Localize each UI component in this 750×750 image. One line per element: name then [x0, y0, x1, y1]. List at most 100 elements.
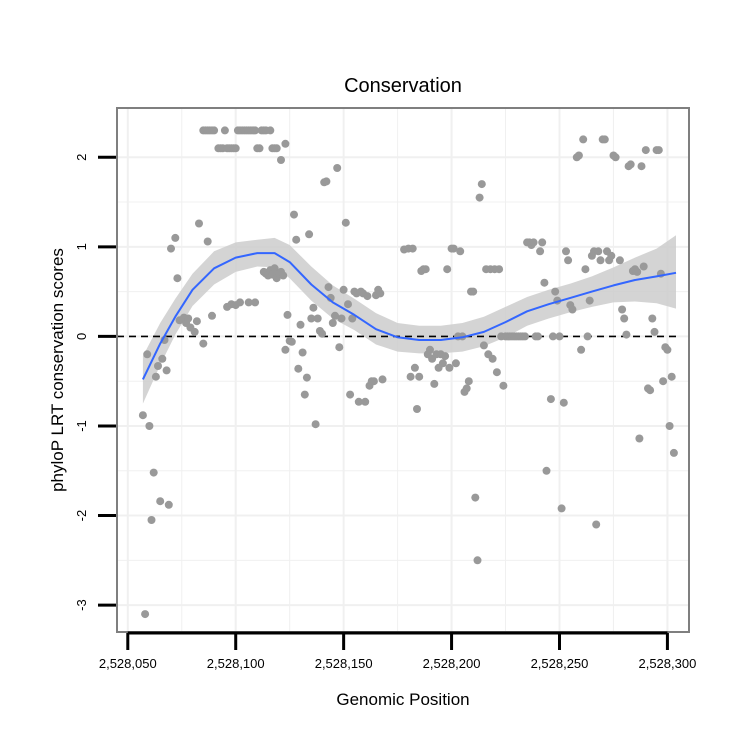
data-point-5 — [149, 468, 158, 477]
data-point-129 — [413, 405, 421, 413]
data-point-188 — [540, 278, 549, 287]
data-point-190 — [546, 395, 555, 404]
data-point-130 — [415, 372, 424, 381]
y-axis-label: phyloP LRT conservation scores — [48, 248, 67, 492]
data-point-91 — [309, 303, 318, 312]
data-point-160 — [479, 341, 488, 350]
data-point-123 — [378, 375, 387, 384]
data-point-1 — [141, 610, 150, 619]
data-point-12 — [164, 500, 173, 509]
data-point-146 — [449, 244, 458, 253]
data-point-52 — [255, 144, 264, 153]
data-point-106 — [341, 218, 350, 227]
data-point-141 — [438, 359, 447, 368]
data-point-236 — [650, 327, 659, 336]
data-point-137 — [430, 379, 439, 388]
data-point-67 — [251, 298, 260, 307]
y-tick-label-2: 0 — [74, 333, 89, 340]
data-point-19 — [184, 314, 193, 323]
data-point-164 — [488, 354, 497, 363]
x-tick-label-2: 2,528,150 — [315, 656, 373, 671]
data-point-244 — [667, 372, 676, 381]
data-point-230 — [637, 162, 646, 171]
data-point-116 — [363, 292, 372, 301]
data-point-194 — [555, 332, 564, 341]
data-point-22 — [192, 317, 201, 326]
data-point-153 — [464, 377, 473, 386]
data-point-9 — [158, 354, 167, 363]
data-point-14 — [171, 233, 180, 242]
data-point-157 — [473, 556, 482, 565]
data-point-119 — [369, 377, 378, 386]
data-point-36 — [220, 126, 229, 135]
data-point-167 — [495, 265, 504, 274]
data-point-169 — [499, 381, 508, 390]
data-point-143 — [443, 265, 452, 274]
data-point-88 — [302, 373, 311, 382]
data-point-229 — [635, 434, 644, 443]
data-point-242 — [663, 345, 672, 354]
data-point-85 — [296, 320, 305, 329]
data-point-204 — [579, 135, 588, 144]
data-point-234 — [646, 386, 655, 395]
data-point-108 — [346, 390, 355, 399]
data-point-24 — [199, 339, 208, 348]
data-point-25 — [203, 237, 212, 246]
data-point-73 — [270, 264, 279, 273]
data-point-205 — [581, 265, 590, 274]
data-point-8 — [156, 497, 165, 506]
data-point-105 — [339, 285, 348, 294]
data-point-2 — [143, 350, 152, 359]
data-point-60 — [277, 156, 285, 164]
data-point-103 — [335, 343, 344, 352]
data-point-235 — [648, 314, 657, 323]
data-point-200 — [568, 305, 577, 314]
data-point-97 — [322, 177, 331, 186]
data-point-84 — [294, 364, 303, 373]
data-point-240 — [659, 377, 668, 386]
data-point-147 — [451, 359, 460, 368]
data-point-23 — [195, 219, 203, 228]
plot-background — [117, 108, 689, 632]
y-tick-label-4: -2 — [74, 510, 89, 522]
chart-title: Conservation — [344, 75, 462, 97]
data-point-95 — [318, 329, 327, 338]
data-point-107 — [344, 300, 352, 309]
data-point-26 — [208, 311, 216, 320]
data-point-61 — [281, 139, 290, 148]
data-point-197 — [562, 247, 570, 256]
data-point-195 — [557, 504, 566, 513]
data-point-142 — [441, 352, 450, 361]
data-point-21 — [190, 327, 199, 336]
data-point-0 — [138, 411, 147, 420]
data-points — [138, 126, 678, 619]
data-point-101 — [331, 311, 339, 320]
data-point-77 — [279, 271, 288, 280]
x-axis-label: Genomic Position — [336, 690, 469, 709]
data-point-32 — [210, 126, 219, 135]
data-point-133 — [421, 265, 430, 274]
data-point-189 — [542, 466, 551, 475]
data-point-186 — [536, 247, 545, 256]
data-point-83 — [292, 235, 301, 244]
data-point-156 — [471, 493, 480, 502]
data-point-4 — [147, 516, 156, 524]
data-point-159 — [477, 180, 486, 189]
data-point-86 — [298, 348, 307, 357]
data-point-191 — [549, 332, 557, 341]
data-point-56 — [266, 126, 275, 135]
data-point-65 — [236, 298, 244, 307]
data-point-126 — [406, 372, 415, 381]
data-point-207 — [585, 296, 594, 305]
data-point-214 — [600, 135, 609, 144]
data-point-183 — [529, 238, 538, 247]
y-axis: 2 1 0 -1 -2 -3 — [74, 154, 116, 611]
data-point-220 — [615, 256, 624, 265]
data-point-128 — [410, 363, 419, 372]
x-axis: 2,528,050 2,528,100 2,528,150 2,528,200 2,52… — [99, 631, 696, 671]
data-point-115 — [361, 397, 370, 406]
data-point-66 — [244, 298, 253, 307]
x-tick-label-3: 2,528,200 — [423, 656, 481, 671]
data-point-198 — [564, 256, 573, 265]
data-point-225 — [626, 160, 635, 169]
